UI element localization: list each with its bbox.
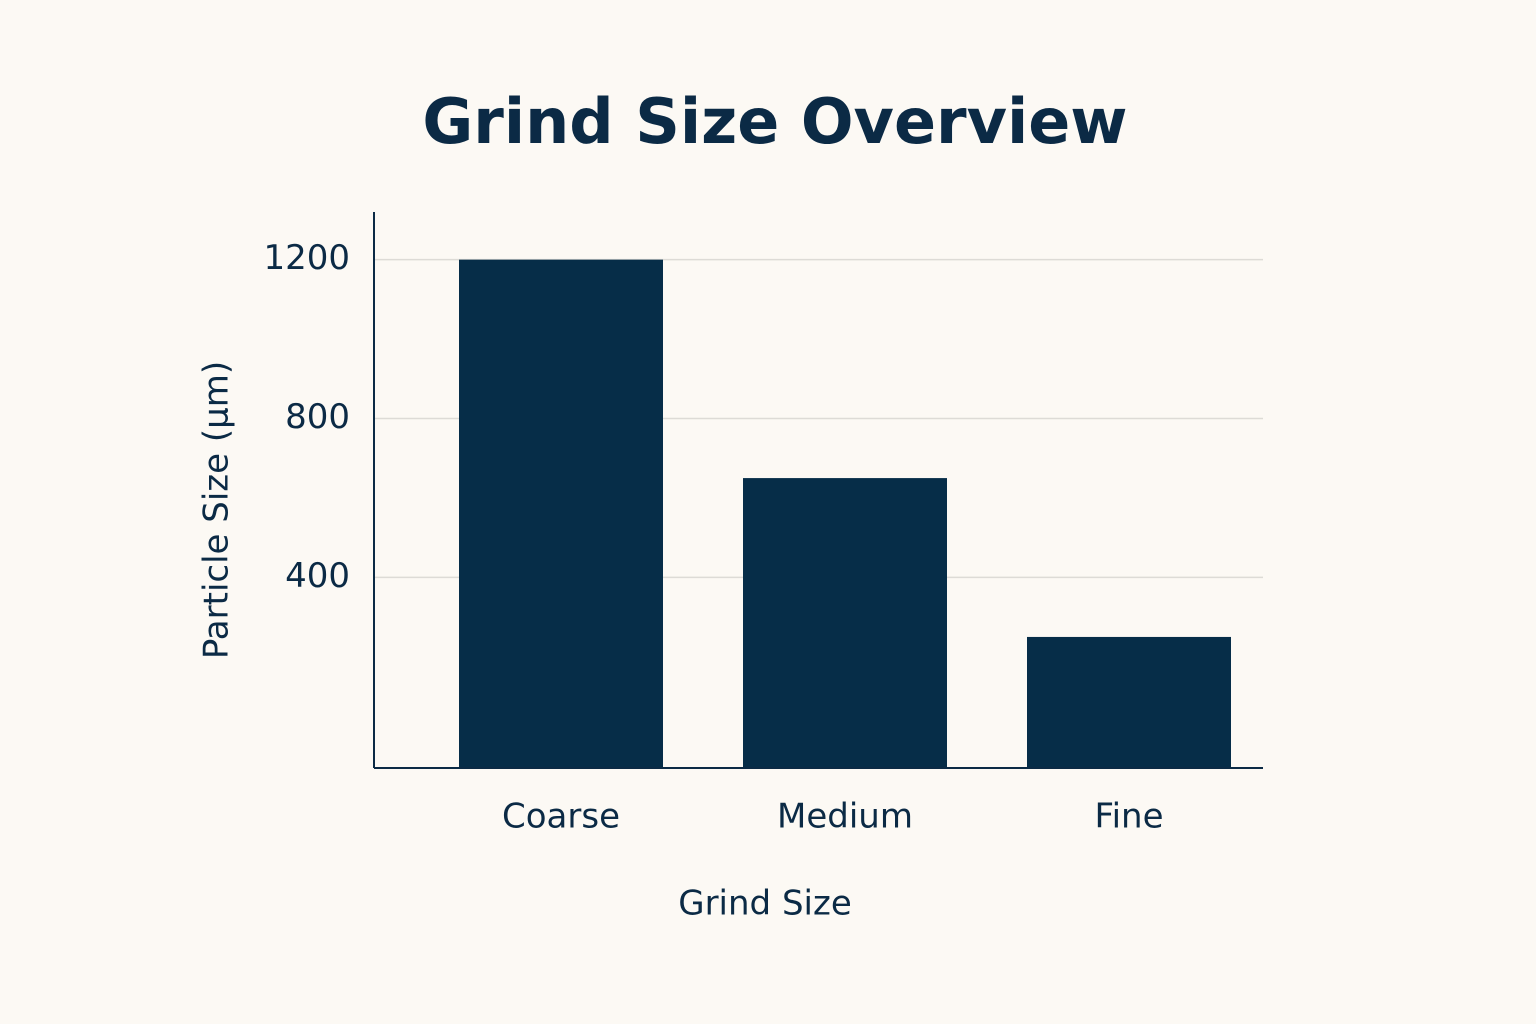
y-tick-label: 1200 xyxy=(263,238,350,278)
x-tick-label: Fine xyxy=(1095,797,1164,837)
y-tick-label: 400 xyxy=(285,556,350,596)
chart-title: Grind Size Overview xyxy=(422,85,1127,158)
x-tick-label: Medium xyxy=(777,797,913,837)
x-tick-label: Coarse xyxy=(502,797,620,837)
x-axis-label: Grind Size xyxy=(678,884,852,924)
y-axis-label: Particle Size (µm) xyxy=(197,361,237,659)
bar xyxy=(1027,636,1231,768)
bar xyxy=(743,478,947,768)
bar xyxy=(459,259,663,768)
y-tick-label: 800 xyxy=(285,397,350,437)
